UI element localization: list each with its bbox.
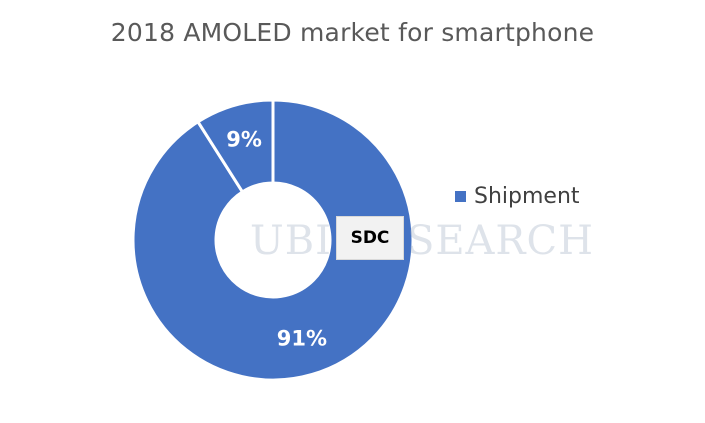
slice-value-label: 91%	[277, 326, 327, 350]
sdc-callout: SDC	[336, 216, 404, 260]
chart-title: 2018 AMOLED market for smartphone	[110, 18, 595, 47]
slice-value-label: 9%	[226, 128, 262, 152]
legend-swatch	[455, 191, 466, 202]
legend: Shipment	[455, 184, 580, 209]
donut-slice	[131, 98, 415, 382]
donut-slice	[195, 98, 275, 194]
legend-label: Shipment	[474, 184, 580, 209]
